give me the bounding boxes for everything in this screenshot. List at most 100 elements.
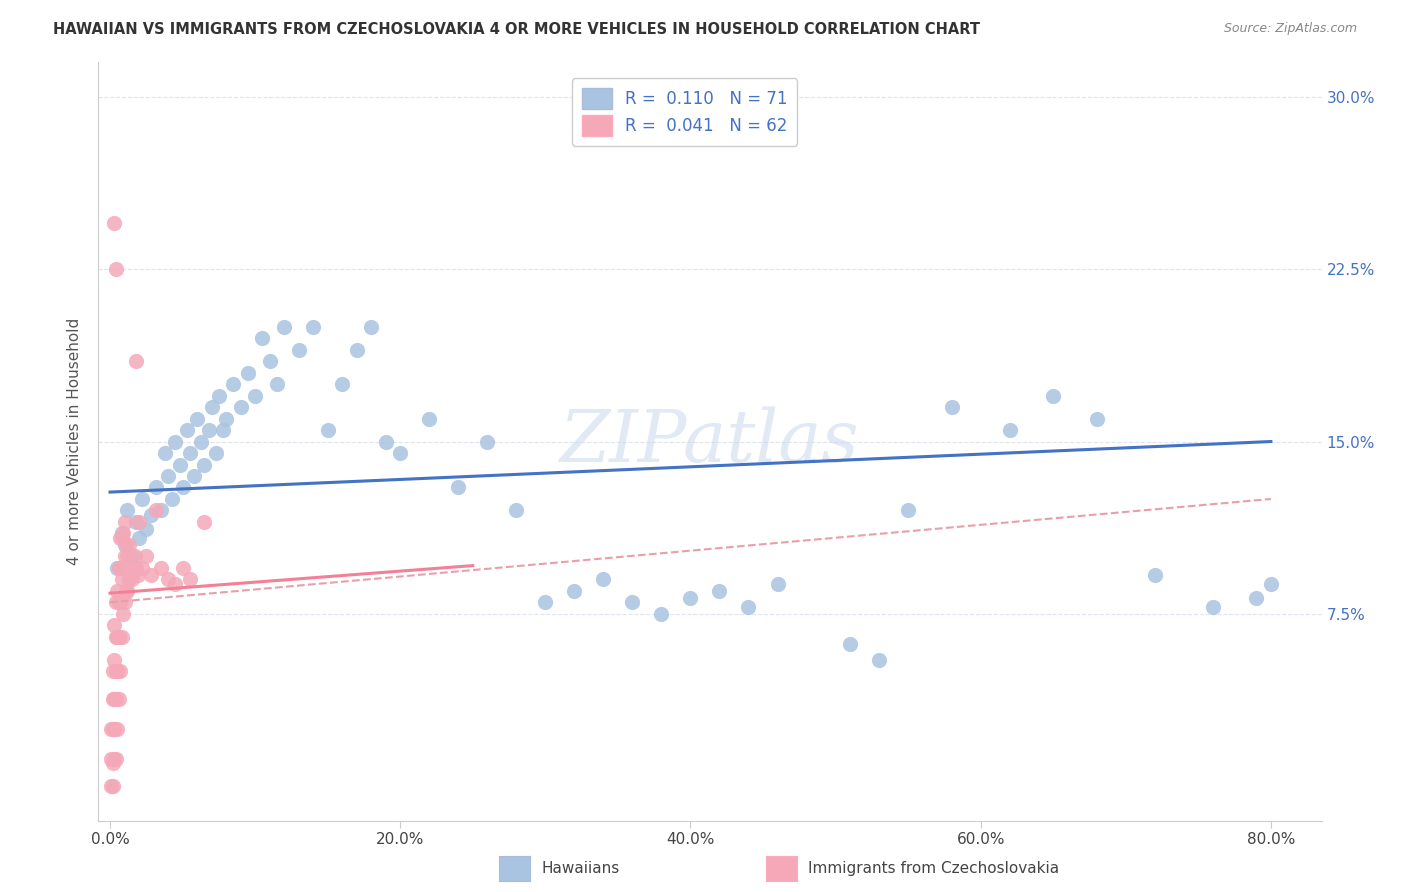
Point [222, 377, 245, 392]
Point [193, 515, 215, 529]
Point [104, 751, 127, 765]
Point [208, 388, 231, 402]
Point [165, 434, 187, 449]
Point [153, 446, 176, 460]
Point [505, 503, 527, 517]
Point [766, 577, 789, 591]
Point [100, 722, 122, 736]
Point [105, 630, 128, 644]
Point [169, 458, 191, 472]
Point [100, 779, 122, 793]
Point [205, 446, 228, 460]
Point [389, 446, 412, 460]
Point [139, 567, 162, 582]
Point [737, 599, 759, 614]
Point [101, 722, 124, 736]
Point [131, 561, 153, 575]
Y-axis label: 4 or more Vehicles in Household: 4 or more Vehicles in Household [67, 318, 83, 566]
Text: Source: ZipAtlas.com: Source: ZipAtlas.com [1223, 22, 1357, 36]
Point [145, 481, 167, 495]
Point [103, 751, 125, 765]
Point [243, 388, 266, 402]
Text: Immigrants from Czechoslovakia: Immigrants from Czechoslovakia [808, 862, 1060, 876]
Point [127, 567, 149, 582]
Point [105, 583, 128, 598]
Point [107, 561, 129, 575]
Point [941, 400, 963, 414]
Point [266, 377, 288, 392]
Point [103, 216, 125, 230]
Point [114, 515, 136, 529]
Point [111, 573, 134, 587]
Point [114, 538, 136, 552]
Point [112, 607, 135, 621]
Point [107, 691, 129, 706]
Point [1143, 567, 1166, 582]
Point [212, 423, 235, 437]
Point [108, 531, 131, 545]
Point [839, 637, 862, 651]
Point [128, 515, 150, 529]
Point [215, 411, 238, 425]
Point [200, 400, 222, 414]
Point [103, 618, 125, 632]
Point [679, 591, 702, 605]
Point [157, 469, 180, 483]
Text: Hawaiians: Hawaiians [541, 862, 620, 876]
Point [103, 722, 125, 736]
Point [477, 434, 499, 449]
Point [101, 779, 124, 793]
Point [1260, 577, 1282, 591]
Point [165, 577, 187, 591]
Point [103, 691, 125, 706]
Point [1202, 599, 1225, 614]
Point [360, 319, 382, 334]
Point [108, 561, 131, 575]
Legend: R =  0.110   N = 71, R =  0.041   N = 62: R = 0.110 N = 71, R = 0.041 N = 62 [572, 78, 797, 145]
Point [176, 423, 198, 437]
Point [107, 595, 129, 609]
Point [108, 595, 131, 609]
Point [131, 491, 153, 506]
Point [124, 549, 146, 564]
Point [112, 561, 135, 575]
Point [111, 526, 134, 541]
Point [103, 653, 125, 667]
Point [114, 549, 136, 564]
Point [186, 411, 208, 425]
Point [117, 583, 139, 598]
Point [1246, 591, 1268, 605]
Point [346, 343, 368, 357]
Point [172, 561, 194, 575]
Point [121, 549, 143, 564]
Point [114, 595, 136, 609]
Point [104, 665, 127, 679]
Point [157, 573, 180, 587]
Point [179, 446, 201, 460]
Point [252, 331, 274, 345]
Point [104, 262, 127, 277]
Point [115, 538, 138, 552]
Point [709, 583, 731, 598]
Point [190, 434, 212, 449]
Point [118, 573, 141, 587]
Point [229, 400, 252, 414]
Point [273, 319, 295, 334]
Point [330, 377, 353, 392]
Point [117, 503, 139, 517]
Point [302, 319, 325, 334]
Point [135, 522, 157, 536]
Point [101, 691, 124, 706]
Point [621, 595, 644, 609]
Point [193, 458, 215, 472]
Point [149, 503, 172, 517]
Point [104, 595, 127, 609]
Point [145, 503, 167, 517]
Point [117, 549, 139, 564]
Point [374, 434, 396, 449]
Point [125, 515, 148, 529]
Point [104, 630, 127, 644]
Point [172, 481, 194, 495]
Point [112, 526, 135, 541]
Point [121, 573, 143, 587]
